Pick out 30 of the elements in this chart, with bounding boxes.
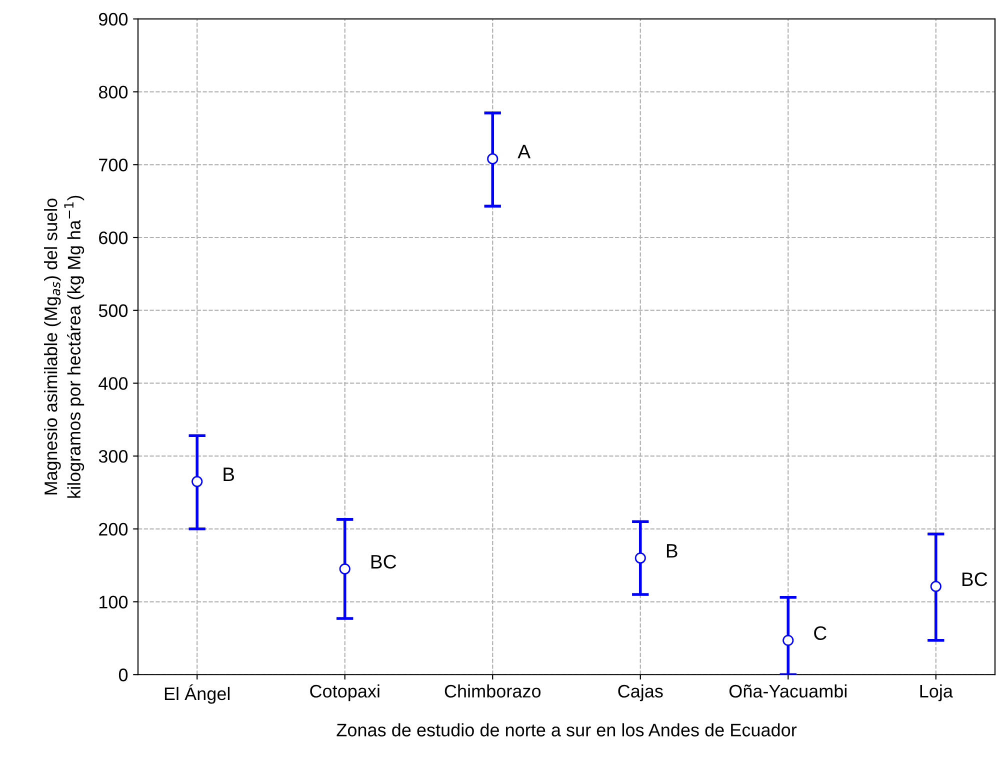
y-tick-label: 900 [99, 12, 128, 26]
point [930, 580, 942, 592]
annotation: C [814, 626, 826, 640]
y-tick-label: 800 [98, 86, 128, 99]
y-tick-label: 0 [118, 668, 128, 682]
annotation: A [518, 144, 531, 158]
x-tick-label: Oña-Yacuambi [729, 684, 846, 698]
y-axis-title: Magnesio asimilable (Mg$_{as}$) del suelo kilogramos por hectárea (kg Mg ha$^{−1}$) [44, 196, 84, 498]
y-tick-label: 100 [100, 596, 128, 608]
y-tick-label: 300 [98, 450, 128, 463]
annotation: B [224, 468, 234, 482]
y-tick-label: 500 [98, 304, 128, 318]
y-tick-label: 200 [99, 522, 128, 536]
y-tick-label: 400 [98, 377, 128, 390]
x-tick-label: El Ángel [164, 684, 230, 704]
annotation: B [666, 544, 678, 558]
x-tick-label: Cotopaxi [310, 684, 380, 702]
point [192, 476, 203, 488]
point [339, 563, 350, 575]
x-tick-label: Loja [920, 684, 953, 702]
point [487, 153, 498, 164]
y-tick-label: 600 [99, 231, 128, 244]
y-tick-label: 700 [99, 158, 128, 172]
x-tick-label: Cajas [618, 684, 663, 702]
point [782, 634, 794, 646]
annotation: BC [962, 572, 988, 586]
x-tick-label: Chimborazo [444, 684, 541, 698]
x-axis-title: Zonas de estudio de norte a sur en los Andes de Ecuador [336, 723, 797, 736]
point [634, 552, 646, 564]
annotation: BC [371, 554, 396, 569]
